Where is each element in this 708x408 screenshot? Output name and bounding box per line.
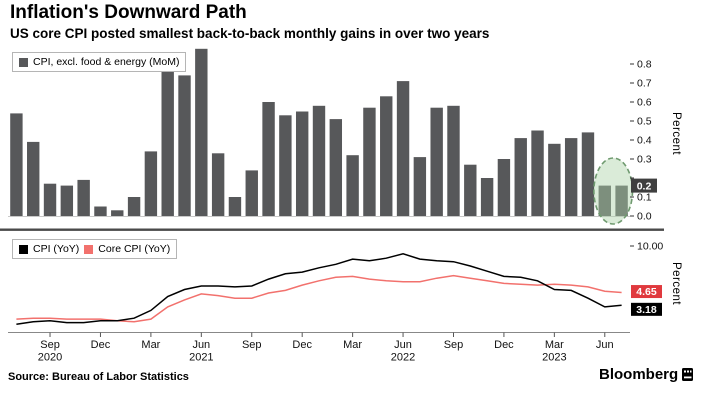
ytick-label: 0.4	[637, 135, 652, 147]
bar	[178, 75, 191, 217]
legend-core-label: Core CPI (YoY)	[98, 243, 171, 255]
bar	[581, 132, 595, 216]
bar	[94, 206, 107, 216]
source-note: Source: Bureau of Labor Statistics	[8, 371, 189, 383]
xtick-month: Mar	[141, 339, 160, 351]
xtick-year: 2020	[38, 352, 62, 364]
bar	[396, 81, 410, 216]
core-cpi-line	[16, 274, 622, 323]
bar	[43, 183, 57, 216]
bar	[430, 107, 443, 216]
xtick-month: Jun	[596, 339, 614, 351]
chart-subtitle: US core CPI posted smallest back-to-back…	[10, 26, 490, 41]
bar	[363, 107, 376, 216]
legend-core-item: Core CPI (YoY)	[84, 243, 170, 255]
mom-callout-box	[631, 178, 657, 193]
ytick-label: 10.00	[637, 241, 663, 253]
xtick-year: 2021	[189, 352, 213, 364]
bar	[615, 185, 628, 216]
bar	[564, 138, 578, 216]
xtick-month: Sep	[40, 339, 60, 351]
ytick-label: 0.6	[637, 97, 652, 109]
legend-yoy: CPI (YoY) Core CPI (YoY)	[12, 239, 178, 259]
bar	[245, 170, 258, 216]
end-label: 3.18	[636, 304, 657, 316]
bar	[598, 185, 611, 216]
legend-cpi-item: CPI (YoY)	[19, 243, 79, 255]
bar	[262, 102, 275, 216]
xtick-month: Dec	[494, 339, 514, 351]
bar	[111, 210, 124, 216]
bar	[480, 178, 494, 216]
panel-divider	[0, 228, 664, 231]
mom-callout-label: 0.2	[637, 180, 652, 192]
legend-swatch-bar-icon	[19, 57, 28, 67]
bar	[10, 113, 23, 216]
ytick-label: 0.5	[637, 116, 652, 128]
yaxis-label-top: Percent	[670, 112, 682, 156]
bar	[380, 96, 393, 216]
end-label-box	[631, 285, 662, 299]
bar	[531, 130, 544, 216]
bar	[295, 111, 309, 216]
bar	[312, 105, 326, 216]
bar	[195, 48, 208, 216]
yaxis-label-bottom: Percent	[670, 262, 682, 306]
bar	[228, 197, 242, 216]
xtick-month: Dec	[91, 339, 111, 351]
ytick-label: 0.3	[637, 154, 652, 166]
bloomberg-terminal-icon	[682, 368, 694, 381]
ytick-label: 0.8	[637, 59, 652, 71]
xtick-month: Jun	[394, 339, 412, 351]
bar	[447, 105, 460, 216]
bar	[279, 115, 292, 216]
end-label-box	[631, 302, 662, 316]
legend-swatch-core-icon	[84, 244, 94, 254]
bar	[346, 155, 359, 216]
bar	[77, 179, 90, 216]
xtick-month: Mar	[343, 339, 362, 351]
bloomberg-logo: Bloomberg	[599, 366, 694, 383]
bar	[514, 138, 527, 216]
xtick-month: Jun	[192, 339, 210, 351]
xtick-month: Sep	[242, 339, 262, 351]
chart-title: Inflation's Downward Path	[10, 2, 247, 23]
ytick-label: 0.0	[637, 211, 652, 223]
bar	[161, 54, 174, 216]
xtick-year: 2022	[391, 352, 415, 364]
bar	[497, 159, 511, 216]
xtick-year: 2023	[542, 352, 566, 364]
legend-swatch-cpi-icon	[19, 244, 28, 254]
bar	[548, 143, 561, 216]
ytick-label: 0.1	[637, 192, 652, 204]
end-label: 4.65	[636, 286, 657, 298]
xtick-month: Dec	[292, 339, 312, 351]
bloomberg-wordmark: Bloomberg	[599, 366, 679, 383]
highlight-ellipse	[593, 157, 634, 225]
ytick-label: 0.7	[637, 78, 652, 90]
legend-mom-label: CPI, excl. food & energy (MoM)	[33, 56, 180, 68]
bar	[413, 157, 427, 216]
legend-cpi-label: CPI (YoY)	[33, 243, 80, 255]
bar	[211, 153, 225, 216]
bar	[329, 119, 343, 216]
bar	[464, 164, 477, 216]
xtick-month: Sep	[444, 339, 464, 351]
legend-mom: CPI, excl. food & energy (MoM)	[12, 52, 187, 72]
bar	[144, 151, 158, 216]
xtick-month: Mar	[545, 339, 564, 351]
bar	[127, 197, 141, 216]
cpi-line	[16, 253, 622, 326]
bar	[27, 141, 40, 216]
bar	[60, 185, 74, 216]
